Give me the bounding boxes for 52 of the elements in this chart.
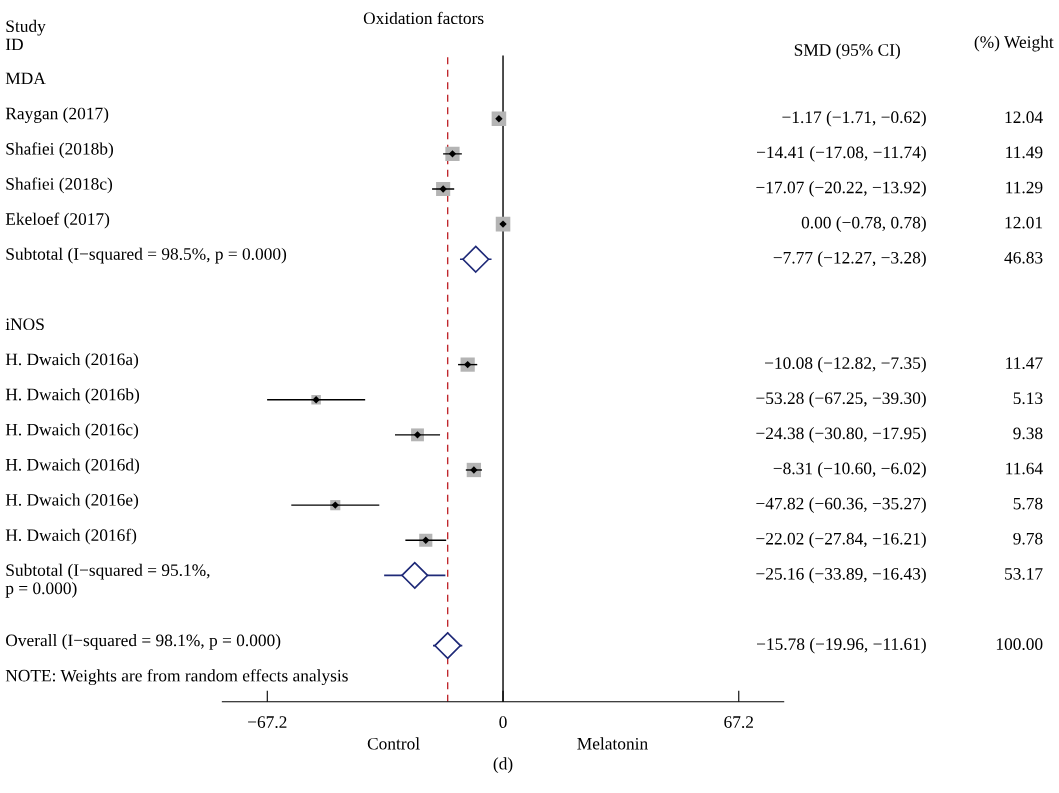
y-tick-label: Subtotal (I−squared = 95.1%, p = 0.000) xyxy=(5,563,210,598)
text: SMD (95% CI) xyxy=(794,43,900,60)
x-tick-label: −67.2 xyxy=(248,716,287,728)
y-tick-label: H. Dwaich (2016a) xyxy=(5,353,139,369)
annotation: −7.77 (−12.27, −3.28) xyxy=(773,251,926,268)
y-tick-label: Shafiei (2018c) xyxy=(6,177,113,194)
y-tick-label: NOTE: Weights are from random effects analysis xyxy=(5,669,348,686)
y-tick-label: H. Dwaich (2016e) xyxy=(5,493,139,510)
y-tick-label: Ekeloef (2017) xyxy=(5,212,110,229)
text: Melatonin xyxy=(577,737,648,750)
text: 53.17 xyxy=(1005,568,1043,580)
y-tick-label: Overall (I−squared = 98.1%, p = 0.000) xyxy=(6,634,281,650)
y-tick-label: Raygan (2017) xyxy=(5,107,109,123)
data-label: 0.00 (−0.78, 0.78) xyxy=(801,216,926,232)
data-label: −47.82 (−60.36, −35.27) xyxy=(756,497,926,513)
text: 46.83 xyxy=(1004,251,1043,264)
text: 5.13 xyxy=(1013,392,1043,405)
text: (d) xyxy=(493,757,513,774)
data-label: −24.38 (−30.80, −17.95) xyxy=(756,426,926,443)
data-label: −1.17 (−1.71, −0.62) xyxy=(782,110,926,127)
text: 100.00 xyxy=(996,638,1043,651)
text: 9.38 xyxy=(1013,427,1043,440)
y-tick-label: iNOS xyxy=(5,318,44,331)
y-tick-label: H. Dwaich (2016d) xyxy=(5,458,140,475)
text: (%) Weight xyxy=(974,35,1054,52)
annotation: −25.16 (−33.89, −16.43) xyxy=(756,567,926,584)
y-tick-label: H. Dwaich (2016c) xyxy=(5,423,139,440)
annotation: −15.78 (−19.96, −11.61) xyxy=(757,637,926,654)
text: 12.01 xyxy=(1005,216,1043,229)
y-tick-label: H. Dwaich (2016f) xyxy=(5,528,137,545)
x-tick-label: 67.2 xyxy=(724,716,753,728)
y-tick-label: H. Dwaich (2016b) xyxy=(5,388,140,404)
y-tick-label: Subtotal (I−squared = 98.5%, p = 0.000) xyxy=(6,247,287,264)
data-label: −53.28 (−67.25, −39.30) xyxy=(756,391,926,408)
text: 9.78 xyxy=(1013,532,1043,545)
data-label: −17.07 (−20.22, −13.92) xyxy=(756,181,926,197)
x-tick-label: 0 xyxy=(499,716,507,728)
text: 11.49 xyxy=(1006,146,1043,159)
y-tick-label: Shafiei (2018b) xyxy=(6,142,114,159)
text: Study ID xyxy=(5,19,46,51)
data-label: −14.41 (−17.08, −11.74) xyxy=(757,145,926,162)
data-label: −10.08 (−12.82, −7.35) xyxy=(765,356,926,373)
text: 12.04 xyxy=(1005,111,1043,124)
text: 11.29 xyxy=(1006,181,1043,194)
text: 5.78 xyxy=(1013,497,1043,510)
data-label: −8.31 (−10.60, −6.02) xyxy=(773,462,926,478)
y-tick-label: MDA xyxy=(5,72,46,85)
chart-title: Oxidation factors xyxy=(363,11,484,25)
data-label: −22.02 (−27.84, −16.21) xyxy=(756,532,926,549)
text: 11.64 xyxy=(1006,462,1043,475)
text: 11.47 xyxy=(1006,357,1043,370)
text: Control xyxy=(367,737,420,750)
